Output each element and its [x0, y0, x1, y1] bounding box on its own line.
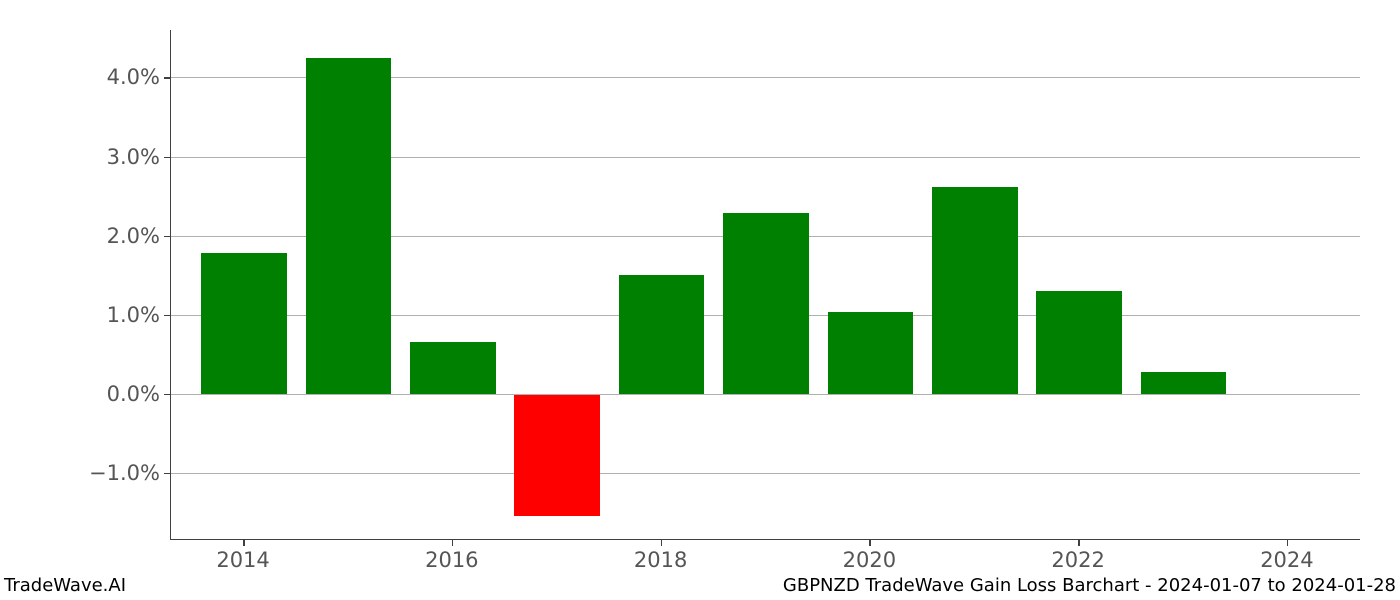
y-axis-tick-label: 3.0%	[107, 145, 160, 169]
x-axis-tick-label: 2020	[843, 548, 896, 572]
chart-zero-line	[171, 394, 1360, 395]
chart-bar	[723, 213, 809, 393]
x-axis-tick-label: 2024	[1260, 548, 1313, 572]
y-axis-tick-mark	[164, 315, 170, 317]
footer-left-brand: TradeWave.AI	[4, 575, 126, 596]
chart-gridline	[171, 473, 1360, 474]
x-axis-tick-label: 2018	[634, 548, 687, 572]
y-axis-tick-mark	[164, 236, 170, 238]
chart-bar	[1141, 372, 1227, 393]
y-axis-tick-label: 1.0%	[107, 303, 160, 327]
y-axis-tick-mark	[164, 473, 170, 475]
chart-bar	[201, 253, 287, 394]
x-axis-tick-label: 2014	[216, 548, 269, 572]
chart-bar	[1036, 291, 1122, 394]
y-axis-tick-label: −1.0%	[89, 461, 160, 485]
x-axis-tick-label: 2016	[425, 548, 478, 572]
chart-bar	[619, 275, 705, 394]
x-axis-tick-mark	[243, 540, 245, 546]
chart-bar	[306, 58, 392, 394]
x-axis-tick-mark	[452, 540, 454, 546]
footer-right-title: GBPNZD TradeWave Gain Loss Barchart - 20…	[783, 575, 1396, 596]
chart-bar	[410, 342, 496, 393]
x-axis-tick-label: 2022	[1051, 548, 1104, 572]
y-axis-tick-mark	[164, 157, 170, 159]
y-axis-tick-label: 4.0%	[107, 65, 160, 89]
y-axis-tick-mark	[164, 394, 170, 396]
y-axis-tick-label: 2.0%	[107, 224, 160, 248]
x-axis-tick-mark	[869, 540, 871, 546]
gain-loss-barchart	[170, 30, 1360, 540]
x-axis-tick-mark	[661, 540, 663, 546]
y-axis-tick-mark	[164, 77, 170, 79]
x-axis-tick-mark	[1287, 540, 1289, 546]
chart-bar	[828, 312, 914, 393]
x-axis-tick-mark	[1078, 540, 1080, 546]
chart-bar	[932, 187, 1018, 394]
y-axis-tick-label: 0.0%	[107, 382, 160, 406]
chart-bar	[514, 394, 600, 517]
